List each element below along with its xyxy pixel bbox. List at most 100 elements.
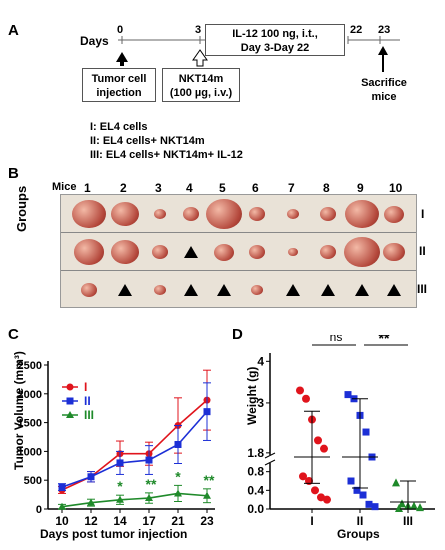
c-series-line bbox=[61, 492, 208, 508]
tumor-sample bbox=[249, 245, 265, 259]
mouse-number: 2 bbox=[120, 181, 127, 195]
d-point-iii bbox=[392, 478, 400, 487]
d-point-i bbox=[302, 394, 310, 403]
sacrifice-label: Sacrifice mice bbox=[356, 76, 412, 104]
d-point-iii bbox=[398, 499, 406, 508]
d-point-ii bbox=[362, 428, 370, 436]
tumor-sample bbox=[383, 242, 405, 262]
groups-label-text: Groups bbox=[14, 185, 29, 232]
c-y-tick-label: 1500 bbox=[18, 418, 42, 430]
tumor-sample bbox=[320, 207, 336, 221]
timeline bbox=[116, 36, 400, 72]
d-x-tick-label: I bbox=[310, 514, 313, 528]
tumor-sample bbox=[152, 245, 168, 259]
il12-box: IL-12 100 ng, i.t., Day 3-Day 22 bbox=[205, 24, 345, 56]
d-comparison-label: ns bbox=[330, 335, 343, 344]
il12-line-2: Day 3-Day 22 bbox=[240, 42, 310, 54]
tumor-sample bbox=[206, 198, 242, 230]
mouse-number: 1 bbox=[84, 181, 91, 195]
d-y-tick-label: 0.8 bbox=[247, 465, 264, 479]
row-label-iii: III bbox=[417, 282, 428, 296]
d-point-i bbox=[296, 386, 304, 395]
c-point-ii bbox=[116, 459, 124, 467]
mouse-number: 9 bbox=[357, 181, 364, 195]
c-legend-marker bbox=[66, 411, 74, 418]
panel-c-letter: C bbox=[8, 326, 19, 343]
photo-row-divider bbox=[61, 270, 416, 271]
d-y-tick-label: 3 bbox=[257, 396, 264, 410]
mouse-number: 10 bbox=[389, 181, 403, 195]
c-point-ii bbox=[145, 456, 153, 464]
il12-line-1: IL-12 100 ng, i.t., bbox=[232, 28, 318, 40]
panel-a-letter: A bbox=[8, 22, 19, 39]
c-legend-marker bbox=[66, 383, 74, 391]
c-x-tick-label: 12 bbox=[84, 514, 98, 528]
c-point-ii bbox=[87, 473, 95, 481]
d-y-axis-label: Weight (g) bbox=[245, 366, 259, 425]
tumor-sample bbox=[214, 243, 234, 261]
panel-b-letter: B bbox=[8, 165, 19, 182]
c-x-tick-label: 17 bbox=[142, 514, 156, 528]
tumor-box-line-2: injection bbox=[96, 87, 142, 99]
c-y-tick-label: 0 bbox=[36, 504, 42, 516]
day-tick-3: 3 bbox=[195, 24, 202, 36]
no-tumor-triangle-icon bbox=[184, 284, 198, 296]
c-x-tick-label: 21 bbox=[171, 514, 185, 528]
tumor-sample bbox=[183, 207, 199, 221]
c-point-iii bbox=[87, 498, 95, 506]
c-y-tick-label: 2000 bbox=[18, 389, 42, 401]
mouse-number: 5 bbox=[219, 181, 226, 195]
tumor-sample bbox=[384, 205, 404, 223]
d-point-ii bbox=[347, 477, 355, 485]
d-point-iii bbox=[416, 503, 424, 512]
tumor-sample bbox=[74, 239, 104, 265]
c-x-axis-label: Days post tumor injection bbox=[40, 527, 188, 541]
group-legend-1: I: EL4 cells bbox=[90, 121, 148, 133]
c-legend-label: III bbox=[84, 408, 94, 422]
c-x-tick-label: 14 bbox=[113, 514, 127, 528]
nkt14m-box: NKT14m (100 µg, i.v.) bbox=[162, 68, 240, 102]
d-y-tick-label: 4 bbox=[257, 354, 264, 368]
c-point-ii bbox=[203, 408, 211, 416]
day-tick-0: 0 bbox=[117, 24, 124, 36]
tumor-sample bbox=[288, 247, 298, 257]
c-x-tick-label: 23 bbox=[200, 514, 214, 528]
mouse-number: 4 bbox=[186, 181, 193, 195]
panel-d-letter: D bbox=[232, 326, 243, 343]
d-point-i bbox=[317, 493, 325, 502]
d-comparison-label: ** bbox=[379, 335, 390, 346]
nkt-box-line-1: NKT14m bbox=[178, 73, 224, 85]
d-point-i bbox=[323, 495, 331, 504]
tumor-sample bbox=[249, 207, 265, 221]
sacrifice-line-1: Sacrifice bbox=[361, 77, 407, 89]
c-series-line bbox=[61, 411, 208, 488]
no-tumor-triangle-icon bbox=[184, 246, 198, 258]
mouse-number: 3 bbox=[155, 181, 162, 195]
tumor-sample bbox=[251, 284, 263, 296]
tumor-sample bbox=[111, 240, 139, 264]
d-point-ii bbox=[371, 503, 379, 511]
d-point-ii bbox=[365, 500, 373, 508]
d-y-tick-label: 0.4 bbox=[247, 483, 264, 497]
tumor-sample bbox=[154, 208, 166, 220]
c-legend-marker bbox=[66, 397, 74, 405]
tumor-sample bbox=[81, 283, 97, 297]
mice-label: Mice bbox=[52, 181, 77, 193]
tumor-sample bbox=[72, 199, 106, 229]
c-legend-label: I bbox=[84, 380, 87, 394]
d-y-tick-label: 0.0 bbox=[247, 502, 264, 516]
d-point-i bbox=[299, 472, 307, 481]
tumor-sample bbox=[344, 236, 380, 268]
c-point-iii bbox=[203, 491, 211, 499]
day-tick-22: 22 bbox=[350, 24, 363, 36]
group-legend-3: III: EL4 cells+ NKT14m+ IL-12 bbox=[90, 149, 243, 161]
c-y-axis-label: Tumor Volume (mm³) bbox=[12, 351, 26, 470]
d-axis-break bbox=[264, 459, 276, 466]
c-point-ii bbox=[174, 440, 182, 448]
tumor-sample bbox=[345, 199, 379, 229]
groups-rotated-label: Groups bbox=[14, 186, 29, 232]
c-point-iii bbox=[116, 495, 124, 503]
days-label: Days bbox=[80, 34, 109, 48]
